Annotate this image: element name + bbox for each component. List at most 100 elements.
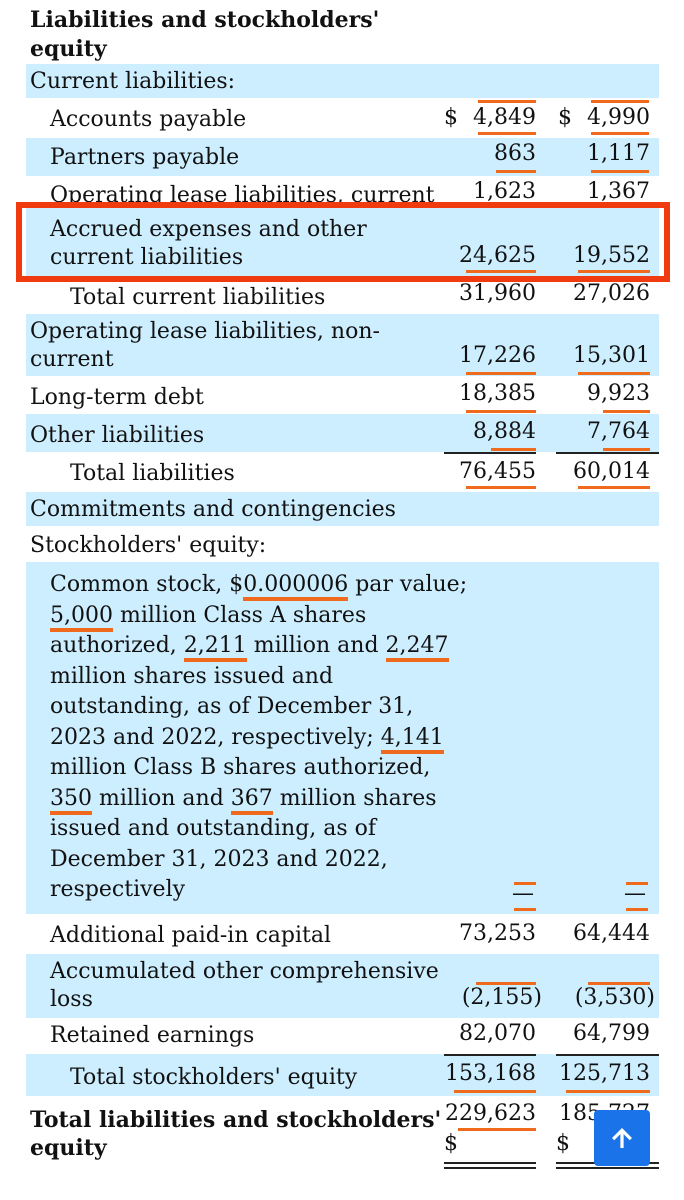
class-a-authorized[interactable]: 5,000 bbox=[50, 602, 113, 632]
underline bbox=[591, 170, 649, 173]
accounts-payable-2022[interactable]: 4,990 bbox=[587, 105, 650, 130]
par-value[interactable]: 0.000006 bbox=[243, 572, 349, 601]
operating-lease-current-label: Operating lease liabilities, current bbox=[50, 183, 435, 202]
total-liabilities-2022[interactable]: 60,014 bbox=[573, 459, 650, 484]
row-equity-heading: Stockholders' equity: bbox=[26, 526, 659, 562]
operating-lease-noncurrent-2022[interactable]: 15,301 bbox=[573, 343, 650, 368]
retained-earnings-label: Retained earnings bbox=[50, 1023, 255, 1048]
row-grand-total: Total liabilities and stockholders' equi… bbox=[26, 1096, 659, 1170]
class-b-authorized[interactable]: 4,141 bbox=[380, 724, 444, 754]
underline bbox=[591, 132, 649, 135]
class-b-issued-2022[interactable]: 367 bbox=[230, 785, 273, 815]
partners-payable-label: Partners payable bbox=[50, 145, 240, 170]
underline bbox=[466, 270, 536, 273]
underline bbox=[491, 448, 536, 451]
other-liabilities-2022[interactable]: 7,764 bbox=[587, 419, 650, 444]
partners-payable-2022[interactable]: 1,117 bbox=[587, 141, 650, 166]
underline bbox=[603, 410, 650, 413]
underline bbox=[466, 410, 536, 413]
retained-earnings-2023[interactable]: 82,070 bbox=[459, 1021, 536, 1046]
class-a-issued-2022[interactable]: 2,247 bbox=[385, 633, 449, 662]
currency-2023: $ bbox=[444, 1131, 458, 1156]
apic-label: Additional paid-in capital bbox=[50, 923, 332, 948]
total-liabilities-2023[interactable]: 76,455 bbox=[459, 459, 536, 484]
partners-payable-2023[interactable]: 863 bbox=[494, 141, 536, 166]
equity-heading-label: Stockholders' equity: bbox=[30, 533, 267, 558]
arrow-up-icon bbox=[612, 1128, 632, 1148]
operating-lease-noncurrent-line1: Operating lease liabilities, non- bbox=[30, 319, 380, 344]
underline bbox=[578, 486, 650, 489]
total-equity-2022[interactable]: 125,713 bbox=[559, 1061, 650, 1086]
underline bbox=[454, 1090, 536, 1093]
total-equity-2023[interactable]: 153,168 bbox=[445, 1061, 536, 1086]
underline bbox=[496, 170, 536, 173]
total-equity-label: Total stockholders' equity bbox=[70, 1065, 358, 1090]
common-stock-description: Common stock, $0.000006 par value; 5,000… bbox=[50, 572, 468, 902]
class-a-issued-2023[interactable]: 2,211 bbox=[183, 633, 247, 662]
common-stock-2022[interactable]: — bbox=[624, 881, 646, 906]
commitments-label: Commitments and contingencies bbox=[30, 497, 396, 522]
row-partners-payable: Partners payable 863 1,117 bbox=[26, 138, 659, 176]
underline bbox=[578, 372, 650, 375]
grand-total-2023[interactable]: 229,623 bbox=[445, 1101, 536, 1126]
row-operating-lease-noncurrent: Operating lease liabilities, non- curren… bbox=[26, 314, 659, 376]
divider bbox=[444, 452, 536, 454]
divider bbox=[556, 1054, 659, 1056]
underline bbox=[478, 132, 536, 135]
common-stock-2023[interactable]: — bbox=[512, 881, 534, 906]
underline bbox=[458, 1128, 536, 1131]
accounts-payable-label: Accounts payable bbox=[50, 107, 247, 132]
accrued-label-line2: current liabilities bbox=[50, 245, 244, 270]
row-apic: Additional paid-in capital 73,253 64,444 bbox=[26, 914, 659, 954]
operating-lease-current-2022[interactable]: 1,367 bbox=[587, 179, 650, 202]
row-accrued-expenses: Accrued expenses and other current liabi… bbox=[26, 202, 659, 282]
operating-lease-noncurrent-2023[interactable]: 17,226 bbox=[459, 343, 536, 368]
apic-2022[interactable]: 64,444 bbox=[573, 921, 650, 946]
total-liabilities-label: Total liabilities bbox=[70, 461, 235, 486]
row-total-liabilities: Total liabilities 76,455 60,014 bbox=[26, 452, 659, 492]
grand-total-label-line1: Total liabilities and stockholders' bbox=[30, 1107, 442, 1133]
operating-lease-noncurrent-line2: current bbox=[30, 347, 114, 372]
underline bbox=[591, 100, 649, 103]
class-b-issued-2023[interactable]: 350 bbox=[50, 785, 92, 815]
double-rule bbox=[556, 1167, 659, 1169]
operating-lease-current-2023[interactable]: 1,623 bbox=[473, 179, 536, 202]
other-liabilities-2023[interactable]: 8,884 bbox=[473, 419, 536, 444]
row-total-equity: Total stockholders' equity 153,168 125,7… bbox=[26, 1054, 659, 1096]
underline bbox=[626, 882, 648, 885]
other-liabilities-label: Other liabilities bbox=[30, 423, 205, 448]
row-aoci: Accumulated other comprehensive loss (2,… bbox=[26, 954, 659, 1018]
underline bbox=[603, 448, 650, 451]
currency-2022: $ bbox=[558, 105, 572, 130]
divider bbox=[556, 452, 659, 454]
underline bbox=[626, 908, 648, 911]
aoci-2023[interactable]: (2,155) bbox=[461, 985, 542, 1010]
row-common-stock: Common stock, $0.000006 par value; 5,000… bbox=[26, 562, 659, 914]
aoci-2022[interactable]: (3,530) bbox=[574, 985, 655, 1010]
current-liabilities-heading: Current liabilities: bbox=[26, 64, 659, 98]
scroll-to-top-button[interactable] bbox=[594, 1110, 650, 1166]
header-title: Liabilities and stockholders' equity bbox=[30, 7, 380, 62]
highlight-box bbox=[16, 202, 670, 282]
accounts-payable-2023[interactable]: 4,849 bbox=[473, 105, 536, 130]
underline bbox=[514, 908, 536, 911]
long-term-debt-2023[interactable]: 18,385 bbox=[459, 381, 536, 406]
row-other-liabilities: Other liabilities 8,884 7,764 bbox=[26, 414, 659, 452]
retained-earnings-2022[interactable]: 64,799 bbox=[573, 1021, 650, 1046]
double-rule bbox=[444, 1167, 536, 1169]
long-term-debt-2022[interactable]: 9,923 bbox=[587, 381, 650, 406]
total-current-liabilities-2023[interactable]: 31,960 bbox=[459, 282, 536, 306]
accrued-2022[interactable]: 19,552 bbox=[573, 243, 650, 268]
underline bbox=[466, 372, 536, 375]
underline bbox=[514, 882, 536, 885]
double-rule bbox=[444, 1162, 536, 1164]
row-commitments: Commitments and contingencies bbox=[26, 492, 659, 526]
accrued-2023[interactable]: 24,625 bbox=[459, 243, 536, 268]
currency-2023: $ bbox=[444, 105, 458, 130]
row-accounts-payable: Accounts payable $ 4,849 $ 4,990 bbox=[26, 98, 659, 138]
total-current-liabilities-2022[interactable]: 27,026 bbox=[573, 282, 650, 306]
apic-2023[interactable]: 73,253 bbox=[459, 921, 536, 946]
aoci-label-line2: loss bbox=[50, 987, 93, 1012]
underline bbox=[478, 100, 536, 103]
underline bbox=[588, 982, 650, 985]
